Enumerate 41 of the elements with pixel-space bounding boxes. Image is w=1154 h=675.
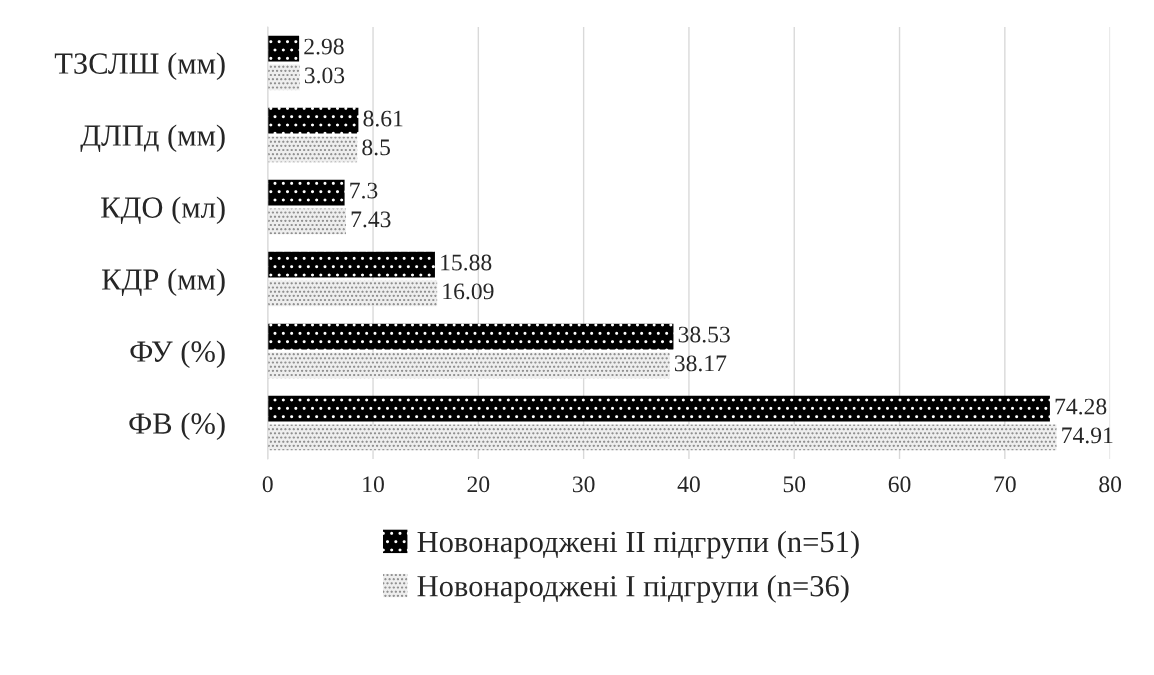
data-label: 15.88 [441, 254, 492, 271]
bar [267, 280, 438, 307]
y-tick-label: ФВ (%) [129, 412, 225, 441]
bar [267, 251, 435, 278]
data-label: 16.09 [443, 283, 494, 300]
data-label: 3.03 [304, 67, 345, 84]
x-tick-label: 0 [262, 476, 273, 493]
data-label: 74.91 [1062, 427, 1113, 444]
data-label: 38.17 [674, 355, 727, 372]
bar [267, 64, 300, 91]
data-label: 2.98 [304, 38, 344, 55]
y-tick-label: ФУ (%) [130, 340, 225, 369]
bar [267, 35, 300, 62]
y-tick-label: ДЛПд (мм) [80, 124, 225, 153]
legend-label: Новонароджені I підгрупи (n=36) [417, 574, 849, 603]
y-tick-label: ТЗСЛШ (мм) [54, 52, 225, 81]
y-tick-label: КДР (мм) [102, 268, 225, 297]
data-label: 7.3 [350, 182, 378, 199]
data-label: 74.28 [1055, 398, 1107, 415]
x-tick-label: 30 [572, 476, 595, 493]
bar [267, 208, 346, 235]
data-label: 8.5 [362, 139, 390, 156]
x-tick-label: 10 [363, 476, 384, 493]
bar [267, 323, 674, 350]
data-label: 8.61 [363, 110, 403, 127]
x-tick-label: 20 [467, 476, 490, 493]
data-label: 7.43 [351, 211, 391, 228]
x-tick-label: 80 [1099, 476, 1122, 493]
bar [267, 179, 345, 206]
x-tick-label: 60 [888, 476, 911, 493]
bar [267, 424, 1057, 451]
y-tick-label: КДО (мл) [101, 196, 225, 225]
data-label: 38.53 [678, 326, 730, 343]
bar [267, 395, 1050, 422]
x-tick-label: 70 [994, 476, 1016, 493]
bar [267, 352, 670, 379]
x-tick-label: 40 [677, 476, 700, 493]
bar [267, 136, 358, 163]
x-tick-label: 50 [783, 476, 806, 493]
legend-label: Новонароджені II підгрупи (n=51) [417, 530, 859, 559]
bar [267, 107, 359, 134]
